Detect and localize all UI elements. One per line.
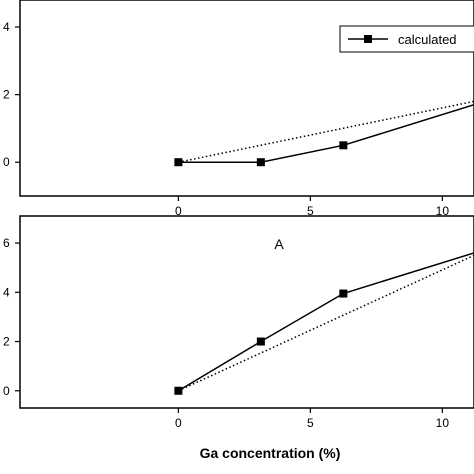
y-tick-label: 4 — [3, 20, 10, 34]
legend-box — [339, 25, 474, 53]
plot-frame — [19, 0, 474, 197]
y-tick-label: 6 — [3, 236, 10, 250]
data-point — [256, 337, 265, 346]
plot-frame — [19, 215, 474, 409]
x-tick-label: 0 — [175, 204, 182, 218]
top-panel: 0 5 10 0 2 4 calculated — [3, 0, 474, 218]
dotted-reference-line — [178, 100, 474, 163]
bottom-panel: 0 5 10 0 2 4 6 A Ga concentration (%) — [3, 215, 474, 461]
y-tick-label: 0 — [3, 384, 10, 398]
x-tick-label: 10 — [436, 204, 450, 218]
data-point — [339, 289, 348, 298]
y-tick-label: 4 — [3, 285, 10, 299]
data-point — [256, 158, 265, 167]
data-point — [339, 141, 348, 150]
x-tick-label: 5 — [307, 416, 314, 430]
series-line — [178, 104, 474, 163]
x-axis-title: Ga concentration (%) — [200, 445, 341, 461]
x-tick-label: 0 — [175, 416, 182, 430]
legend-marker — [364, 35, 372, 43]
x-tick-label: 5 — [307, 204, 314, 218]
y-tick-label: 2 — [3, 335, 10, 349]
panel-annotation: A — [274, 236, 284, 252]
y-tick-label: 2 — [3, 88, 10, 102]
legend-label: calculated — [398, 32, 457, 47]
series-line — [177, 252, 474, 392]
dotted-reference-line — [178, 254, 474, 392]
x-tick-label: 10 — [436, 416, 450, 430]
y-tick-label: 0 — [3, 155, 10, 169]
